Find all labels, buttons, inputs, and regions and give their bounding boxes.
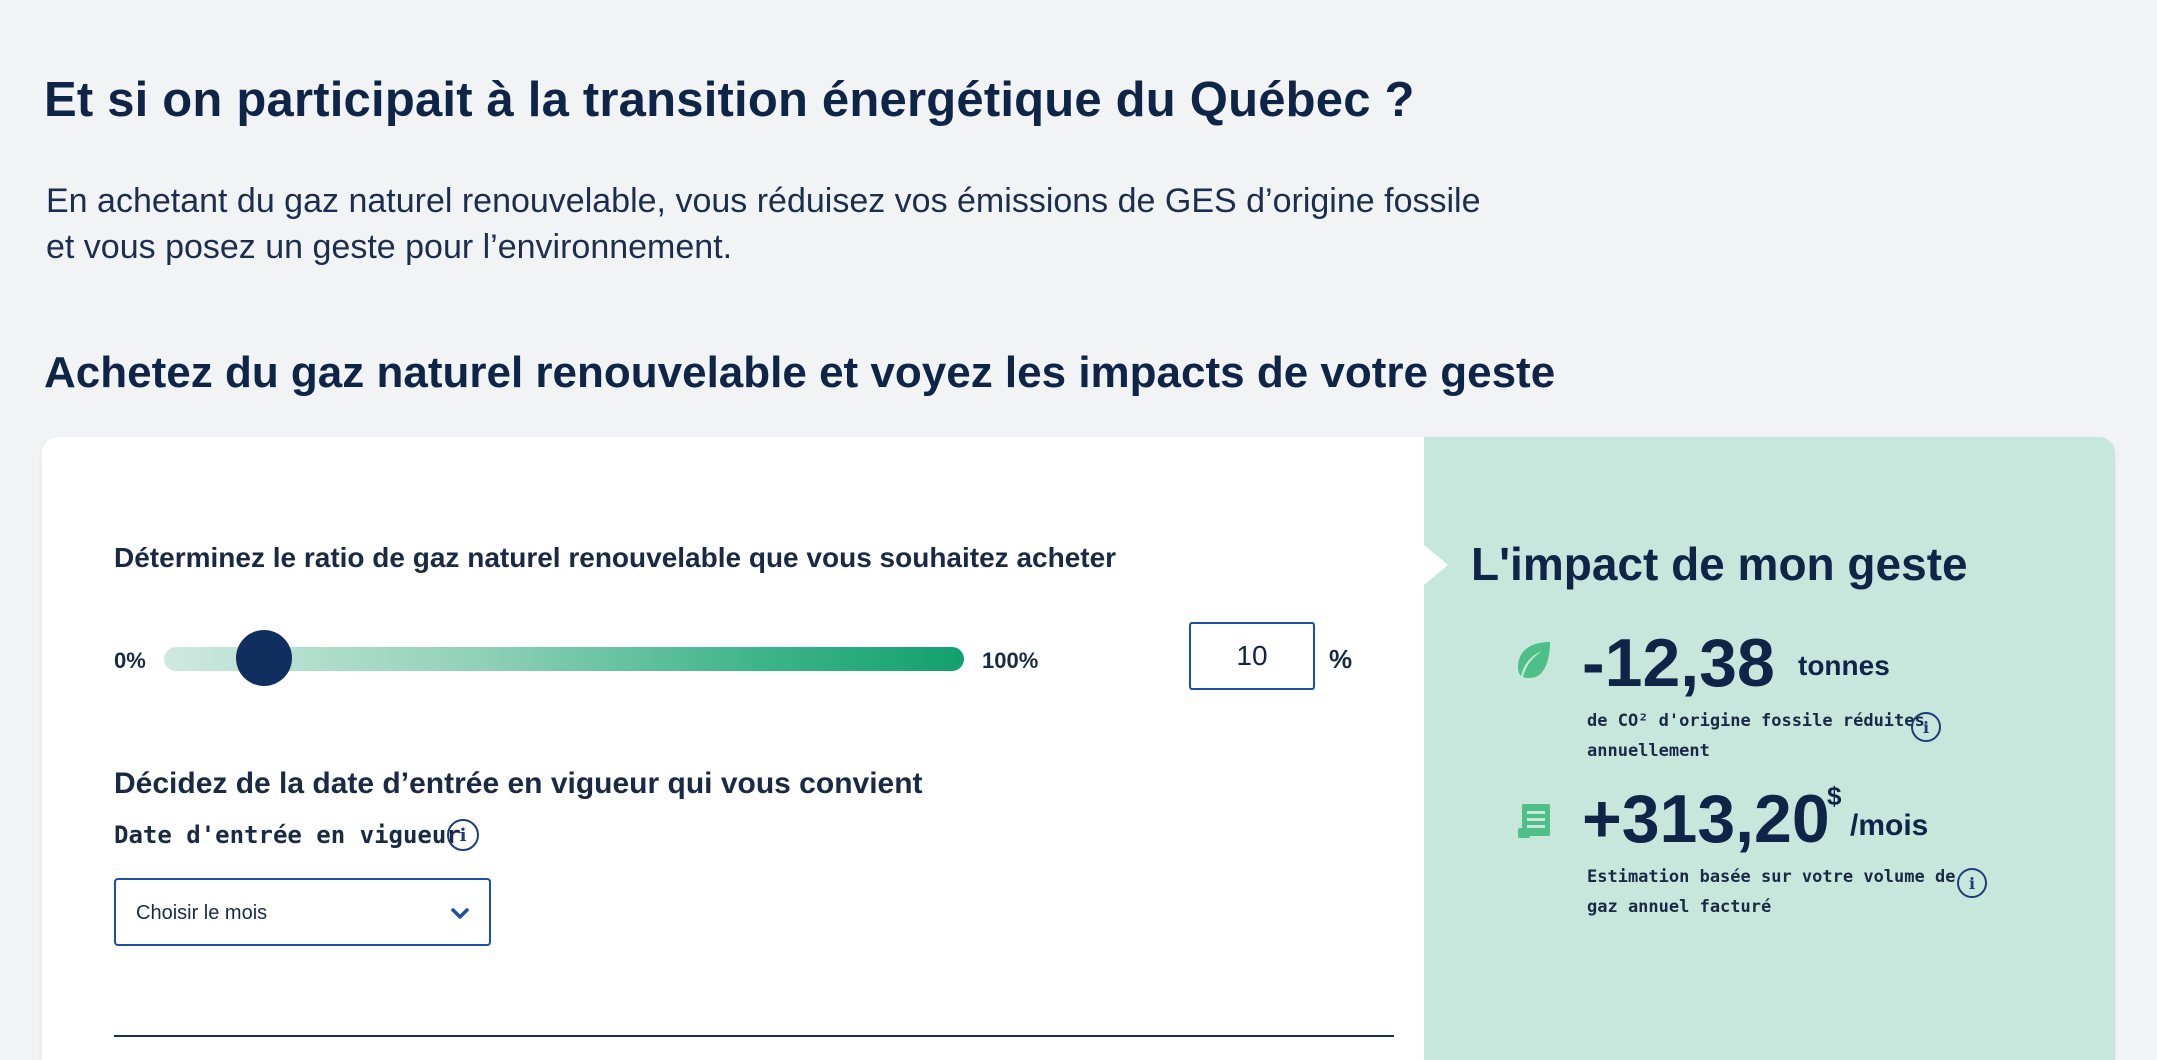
info-icon[interactable]: i — [447, 819, 479, 851]
month-select-value: Choisir le mois — [136, 902, 268, 924]
simulator-card: Déterminez le ratio de gaz naturel renou… — [42, 437, 2115, 1060]
info-icon[interactable]: i — [1957, 868, 1987, 898]
monthly-cost-value: +313,20 — [1582, 781, 1830, 857]
impact-panel — [1424, 437, 2115, 1060]
month-select[interactable]: Choisir le mois — [114, 878, 491, 946]
page-title: Et si on participait à la transition éne… — [44, 73, 1415, 127]
monthly-cost-unit: /mois — [1850, 809, 1929, 842]
intro-line-2: et vous posez un geste pour l’environnem… — [46, 228, 733, 266]
leaf-icon — [1518, 642, 1550, 678]
co2-reduction-value: -12,38 — [1582, 625, 1775, 701]
impact-panel-notch — [1424, 545, 1448, 585]
impact-title: L'impact de mon geste — [1471, 538, 1968, 590]
co2-reduction-unit: tonnes — [1798, 650, 1890, 681]
ratio-slider-track[interactable] — [164, 647, 964, 671]
cost-description-line-1: Estimation basée sur votre volume de — [1587, 867, 1956, 887]
ratio-slider-thumb[interactable] — [236, 630, 292, 686]
slider-max-label: 100% — [982, 648, 1039, 673]
section-title: Achetez du gaz naturel renouvelable et v… — [44, 348, 1556, 397]
cost-description-line-2: gaz annuel facturé — [1587, 897, 1772, 917]
ratio-percent-input[interactable] — [1189, 622, 1315, 690]
co2-description-line-1: de CO² d'origine fossile réduites — [1587, 711, 1925, 731]
chevron-down-icon — [451, 908, 469, 919]
ratio-label: Déterminez le ratio de gaz naturel renou… — [114, 542, 1117, 573]
date-section-title: Décidez de la date d’entrée en vigueur q… — [114, 767, 923, 800]
intro-line-1: En achetant du gaz naturel renouvelable,… — [46, 182, 1481, 220]
monthly-cost-currency: $ — [1827, 781, 1842, 811]
percent-sign: % — [1329, 644, 1353, 674]
co2-description-line-2: annuellement — [1587, 741, 1710, 761]
section-divider — [114, 1035, 1394, 1037]
bill-icon — [1518, 804, 1550, 838]
slider-min-label: 0% — [114, 648, 146, 673]
intro-text: En achetant du gaz naturel renouvelable,… — [46, 178, 1666, 270]
date-label: Date d'entrée en vigueur — [114, 821, 461, 849]
info-icon[interactable]: i — [1911, 712, 1941, 742]
